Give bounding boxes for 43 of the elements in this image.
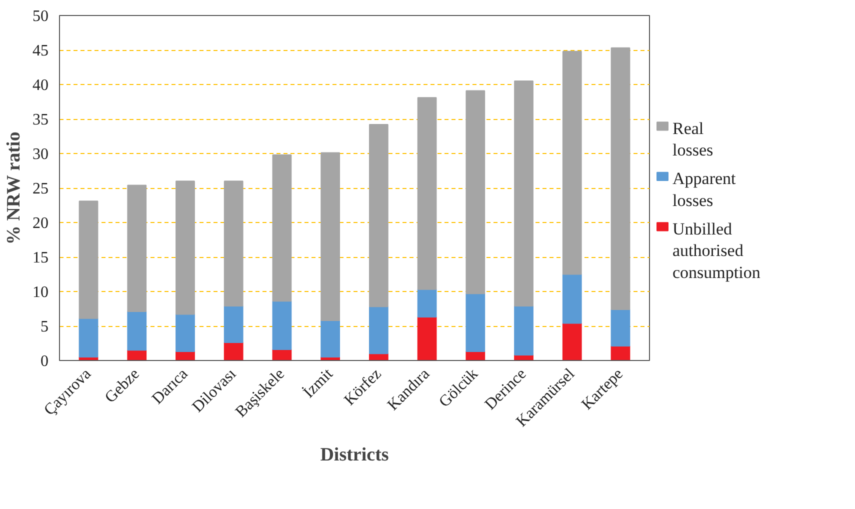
y-tick-label: 35 — [32, 112, 48, 128]
x-axis-title: Districts — [320, 444, 389, 466]
y-tick-label: 25 — [32, 180, 48, 198]
bar — [417, 316, 437, 360]
bar — [224, 305, 244, 344]
bar — [224, 180, 244, 306]
bar — [466, 293, 486, 352]
bar — [417, 288, 437, 318]
bar — [562, 274, 582, 324]
legend-label: Real losses — [672, 118, 714, 160]
y-tick-label: 5 — [40, 318, 48, 336]
bar — [610, 47, 630, 310]
y-tick-label: 10 — [32, 284, 48, 301]
bar — [272, 154, 292, 302]
bar — [514, 305, 534, 356]
y-axis-title: % NRW ratio — [4, 132, 24, 245]
bar — [78, 318, 98, 358]
bar — [368, 306, 388, 354]
bar — [368, 124, 388, 308]
y-tick-label: 40 — [32, 77, 48, 94]
bar — [562, 50, 582, 275]
y-tick-label: 45 — [32, 42, 48, 60]
bar — [78, 200, 98, 319]
bar — [514, 80, 534, 306]
y-tick-label: 0 — [40, 353, 48, 370]
y-tick-label: 30 — [32, 146, 48, 163]
bar — [466, 90, 486, 294]
bar — [610, 308, 630, 347]
bar — [272, 300, 292, 350]
legend-label: Apparent losses — [672, 169, 736, 210]
bar — [320, 152, 340, 321]
bar — [320, 320, 340, 358]
y-tick-label: 20 — [32, 215, 48, 232]
y-tick-label: 15 — [32, 250, 48, 266]
bar — [224, 342, 244, 360]
bar — [127, 311, 147, 351]
bar — [176, 314, 195, 352]
y-tick-label: 50 — [32, 8, 48, 25]
bar — [127, 184, 147, 312]
bar — [417, 97, 437, 290]
bar — [562, 322, 582, 360]
legend-label: Unbilled authorised consumption — [672, 219, 761, 282]
bar — [176, 180, 195, 315]
